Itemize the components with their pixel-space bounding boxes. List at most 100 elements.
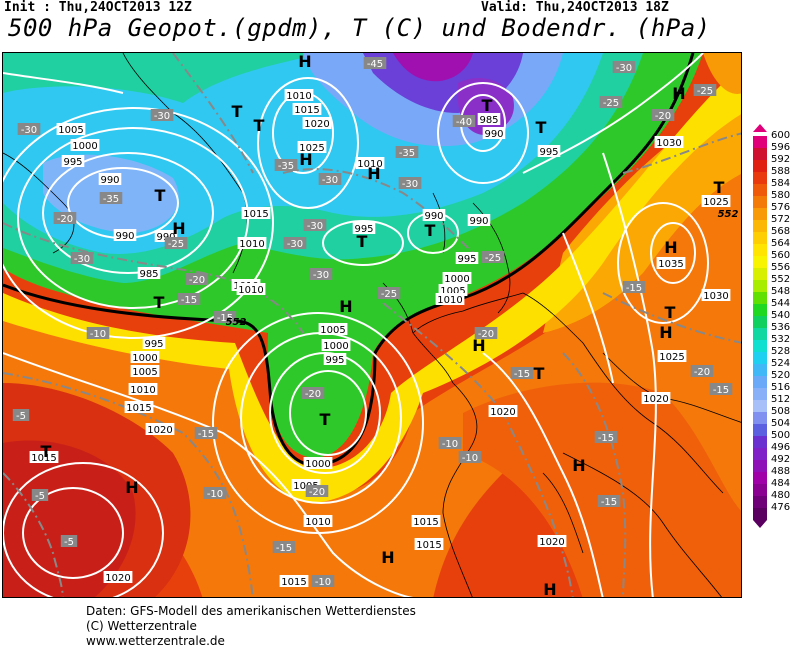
isobar-label-bg: [56, 123, 86, 135]
isobar-label-bg: [142, 337, 166, 349]
isotherm-label-bg: [60, 535, 78, 547]
isotherm-label: -15: [181, 295, 197, 306]
legend-swatch: [753, 280, 767, 292]
legend-swatch: [753, 460, 767, 472]
isotherm-label: -35: [103, 194, 119, 205]
isobar-label: 1025: [299, 143, 324, 154]
legend-swatch: [753, 208, 767, 220]
low-pressure-marker: T: [482, 96, 493, 115]
high-pressure-marker: H: [381, 548, 394, 567]
isobar-label-bg: [435, 293, 465, 305]
legend-label: 532: [771, 334, 791, 345]
legend-swatch: [753, 352, 767, 364]
high-pressure-marker: H: [672, 84, 685, 103]
isobar-label-bg: [237, 237, 267, 249]
isotherm-label-bg: [164, 237, 188, 249]
isobar-label-bg: [236, 283, 266, 295]
legend-label: 488: [771, 466, 791, 477]
isotherm-label-bg: [303, 219, 327, 231]
isobar-label: 1035: [658, 259, 683, 270]
low-pressure-marker: T: [154, 293, 165, 312]
legend-swatch: [753, 232, 767, 244]
legend-label: 592: [771, 154, 791, 165]
isobar-label-bg: [422, 209, 446, 221]
field-magenta-core: [393, 53, 473, 82]
low-pressure-marker: T: [357, 232, 368, 251]
isotherm-label: -10: [207, 489, 223, 500]
isobar-label: 1030: [703, 291, 728, 302]
isotherm-label: -15: [217, 313, 233, 324]
legend-swatch: [753, 412, 767, 424]
legend-swatch: [753, 268, 767, 280]
isotherm-label: -15: [601, 497, 617, 508]
low-pressure-marker: T: [536, 118, 547, 137]
map-canvas: 1010101510201025101010051000995990990990…: [3, 53, 741, 597]
isobar-label-bg: [414, 538, 444, 550]
legend-label: 556: [771, 262, 791, 273]
isotherm-label: -25: [168, 239, 184, 250]
isotherm-label: -30: [287, 239, 303, 250]
isobar-label-bg: [701, 195, 731, 207]
isobar-label-bg: [302, 117, 332, 129]
isotherm-label: -15: [713, 385, 729, 396]
isobar-label: 1020: [304, 119, 329, 130]
isobar-label-bg: [124, 401, 154, 413]
legend-label: 572: [771, 214, 791, 225]
isotherm-label: -35: [399, 148, 415, 159]
isotherm-label: -35: [278, 161, 294, 172]
isotherm-label: -15: [598, 433, 614, 444]
weather-map: 1010101510201025101010051000995990990990…: [2, 52, 742, 598]
isotherm-label: -30: [21, 125, 37, 136]
map-title: 500 hPa Geopot.(gpdm), T (C) und Bodendr…: [8, 14, 711, 42]
isotherm-label: -10: [462, 453, 478, 464]
isobar-label-bg: [61, 155, 85, 167]
isotherm-label: -10: [90, 329, 106, 340]
isotherm-label: -20: [309, 487, 325, 498]
legend-label: 508: [771, 406, 791, 417]
isotherm-label: -5: [16, 411, 26, 422]
isobar-label-bg: [103, 571, 133, 583]
isotherm-label: -20: [478, 329, 494, 340]
legend-swatch: [753, 256, 767, 268]
isotherm-label-bg: [318, 173, 342, 185]
legend-swatch: [753, 316, 767, 328]
isobar-label: 1025: [659, 352, 684, 363]
isobar-label-bg: [279, 575, 309, 587]
isotherm-label: -15: [198, 429, 214, 440]
isobar-label-bg: [303, 515, 333, 527]
isobar-label: 1020: [105, 573, 130, 584]
isobar-label-bg: [98, 173, 122, 185]
init-time-label: Init : Thu,24OCT2013 12Z: [4, 0, 192, 15]
isobar-label: 995: [539, 147, 558, 158]
isotherm-label-bg: [690, 365, 714, 377]
legend-swatch: [753, 196, 767, 208]
isotherm-label-bg: [651, 109, 675, 121]
legend-swatch: [753, 496, 767, 508]
isobar-label-bg: [641, 392, 671, 404]
isobar-label-bg: [284, 89, 314, 101]
legend-swatch: [753, 304, 767, 316]
isobar-label-bg: [477, 113, 501, 125]
isobar-label: 1015: [126, 403, 151, 414]
isotherm-label: -20: [305, 389, 321, 400]
legend-swatch: [753, 424, 767, 436]
legend-label: 580: [771, 190, 791, 201]
legend-swatch: [753, 136, 767, 148]
geopotential-labels: 552 552: [226, 209, 739, 328]
isotherm-label: -25: [697, 86, 713, 97]
high-pressure-marker: H: [572, 456, 585, 475]
isobar-label: 1010: [305, 517, 330, 528]
isobar-label: 1020: [490, 407, 515, 418]
isobar-label-bg: [537, 145, 561, 157]
isobar-label: 1020: [643, 394, 668, 405]
isotherm-label-bg: [12, 409, 30, 421]
isobar-label: 995: [457, 254, 476, 265]
isotherm-label: -30: [154, 111, 170, 122]
temperature-labels: -45-40-30-25-25-20-30-30-35-35-35-30-30-…: [12, 57, 733, 588]
isotherm-label-bg: [452, 115, 476, 127]
isotherm-label-bg: [203, 487, 227, 499]
isotherm-label-bg: [311, 575, 335, 587]
isotherm-label-bg: [377, 287, 401, 299]
isobar-label: 1000: [444, 274, 469, 285]
isotherm-label-bg: [150, 109, 174, 121]
